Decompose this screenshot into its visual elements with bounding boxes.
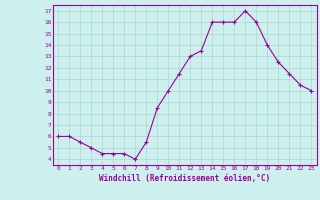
X-axis label: Windchill (Refroidissement éolien,°C): Windchill (Refroidissement éolien,°C) [99,174,270,183]
